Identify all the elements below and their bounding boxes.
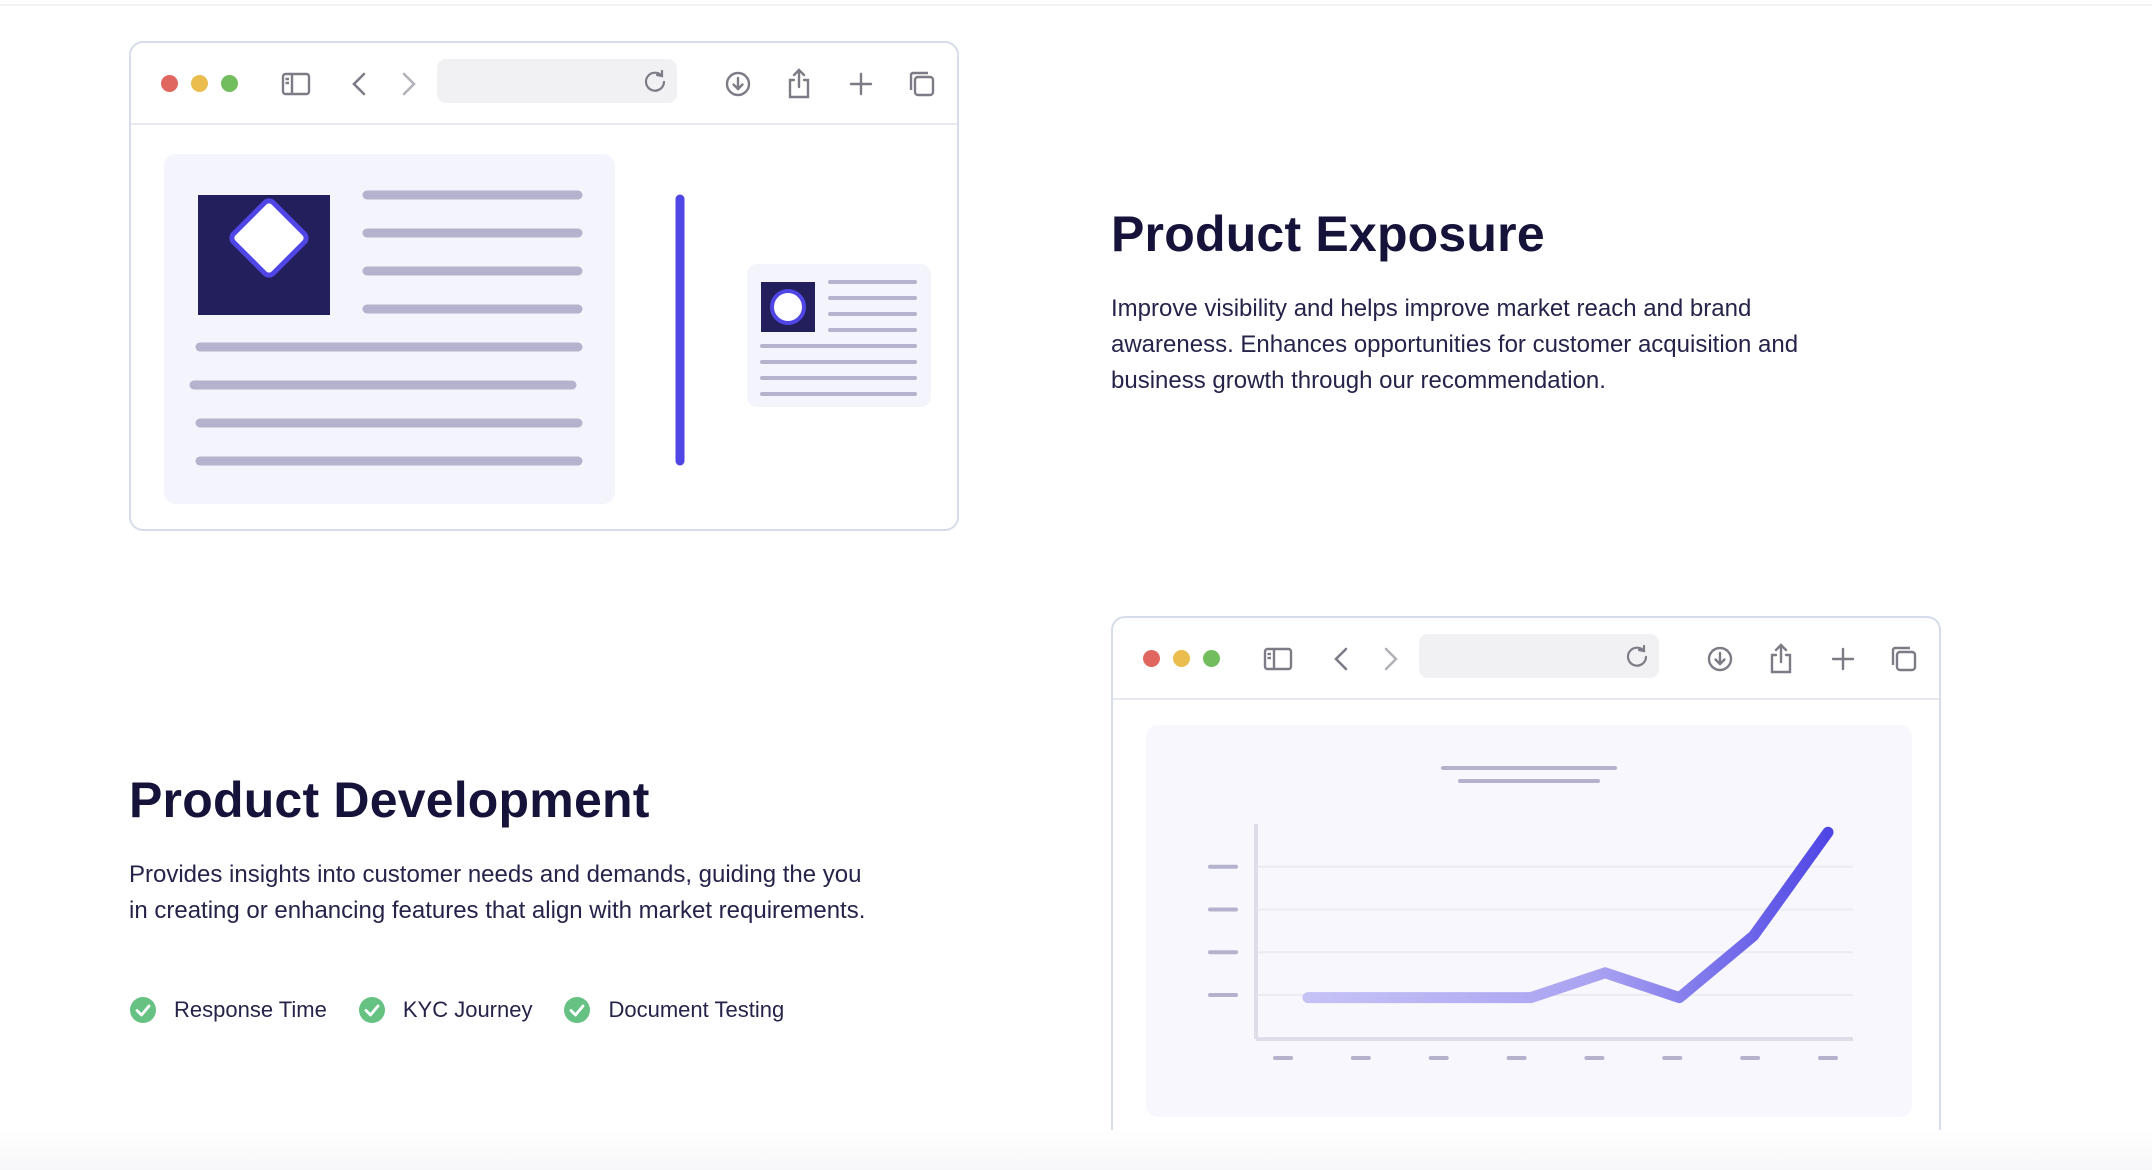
back-icon xyxy=(1323,640,1361,678)
new-tab-icon xyxy=(1824,640,1862,678)
download-icon xyxy=(1701,640,1739,678)
address-bar xyxy=(1419,634,1659,678)
text-lines xyxy=(189,190,583,466)
mini-text-lines xyxy=(760,280,917,396)
tabs-overview-icon xyxy=(903,65,941,103)
browser-mockup-exposure xyxy=(129,41,959,531)
product-development-description: Provides insights into customer needs an… xyxy=(129,861,866,924)
share-icon xyxy=(780,65,818,103)
tabs-overview-icon xyxy=(1885,640,1923,678)
feature-label: Response Time xyxy=(174,997,327,1022)
sidebar-icon xyxy=(1259,640,1297,678)
top-divider xyxy=(0,4,2152,6)
bottom-fade xyxy=(0,1130,2152,1170)
exposure-illustration xyxy=(164,154,931,504)
feature-label: KYC Journey xyxy=(402,997,533,1022)
line-chart xyxy=(1146,725,1912,1117)
series-line xyxy=(1302,826,1834,1004)
check-circle-icon xyxy=(563,996,591,1024)
data-point xyxy=(1825,829,1831,835)
minimize-window-dot-icon xyxy=(1173,650,1190,667)
close-window-dot-icon xyxy=(1143,650,1160,667)
feature-checklist: Response Time KYC Journey Document Testi… xyxy=(129,996,815,1024)
feature-item-kyc-journey: KYC Journey xyxy=(358,996,533,1024)
sidebar-icon xyxy=(277,65,315,103)
maximize-window-dot-icon xyxy=(221,75,238,92)
minimize-window-dot-icon xyxy=(191,75,208,92)
diamond-icon xyxy=(229,198,309,278)
share-icon xyxy=(1762,640,1800,678)
reload-icon xyxy=(1621,640,1653,672)
data-point xyxy=(1305,995,1311,1001)
address-bar xyxy=(437,59,677,103)
forward-icon xyxy=(389,65,427,103)
data-point xyxy=(1379,995,1385,1001)
data-point xyxy=(1602,970,1608,976)
forward-icon xyxy=(1371,640,1409,678)
product-exposure-title: Product Exposure xyxy=(1111,206,1545,262)
product-development-title: Product Development xyxy=(129,772,650,828)
product-exposure-description: Improve visibility and helps improve mar… xyxy=(1111,295,1799,394)
close-window-dot-icon xyxy=(161,75,178,92)
browser-toolbar xyxy=(1113,618,1939,700)
back-icon xyxy=(341,65,379,103)
feature-item-response-time: Response Time xyxy=(129,996,327,1024)
data-point xyxy=(1751,933,1757,939)
feature-label: Document Testing xyxy=(608,997,785,1022)
browser-toolbar xyxy=(131,43,957,125)
avatar-circle-icon xyxy=(770,289,806,325)
data-point xyxy=(1528,995,1534,1001)
chart-panel xyxy=(1146,725,1912,1117)
new-tab-icon xyxy=(842,65,880,103)
feature-item-document-testing: Document Testing xyxy=(563,996,784,1024)
data-point xyxy=(1454,995,1460,1001)
maximize-window-dot-icon xyxy=(1203,650,1220,667)
check-circle-icon xyxy=(129,996,157,1024)
download-icon xyxy=(719,65,757,103)
check-circle-icon xyxy=(358,996,386,1024)
data-point xyxy=(1676,995,1682,1001)
browser-mockup-development xyxy=(1111,616,1941,1148)
reload-icon xyxy=(639,65,671,97)
